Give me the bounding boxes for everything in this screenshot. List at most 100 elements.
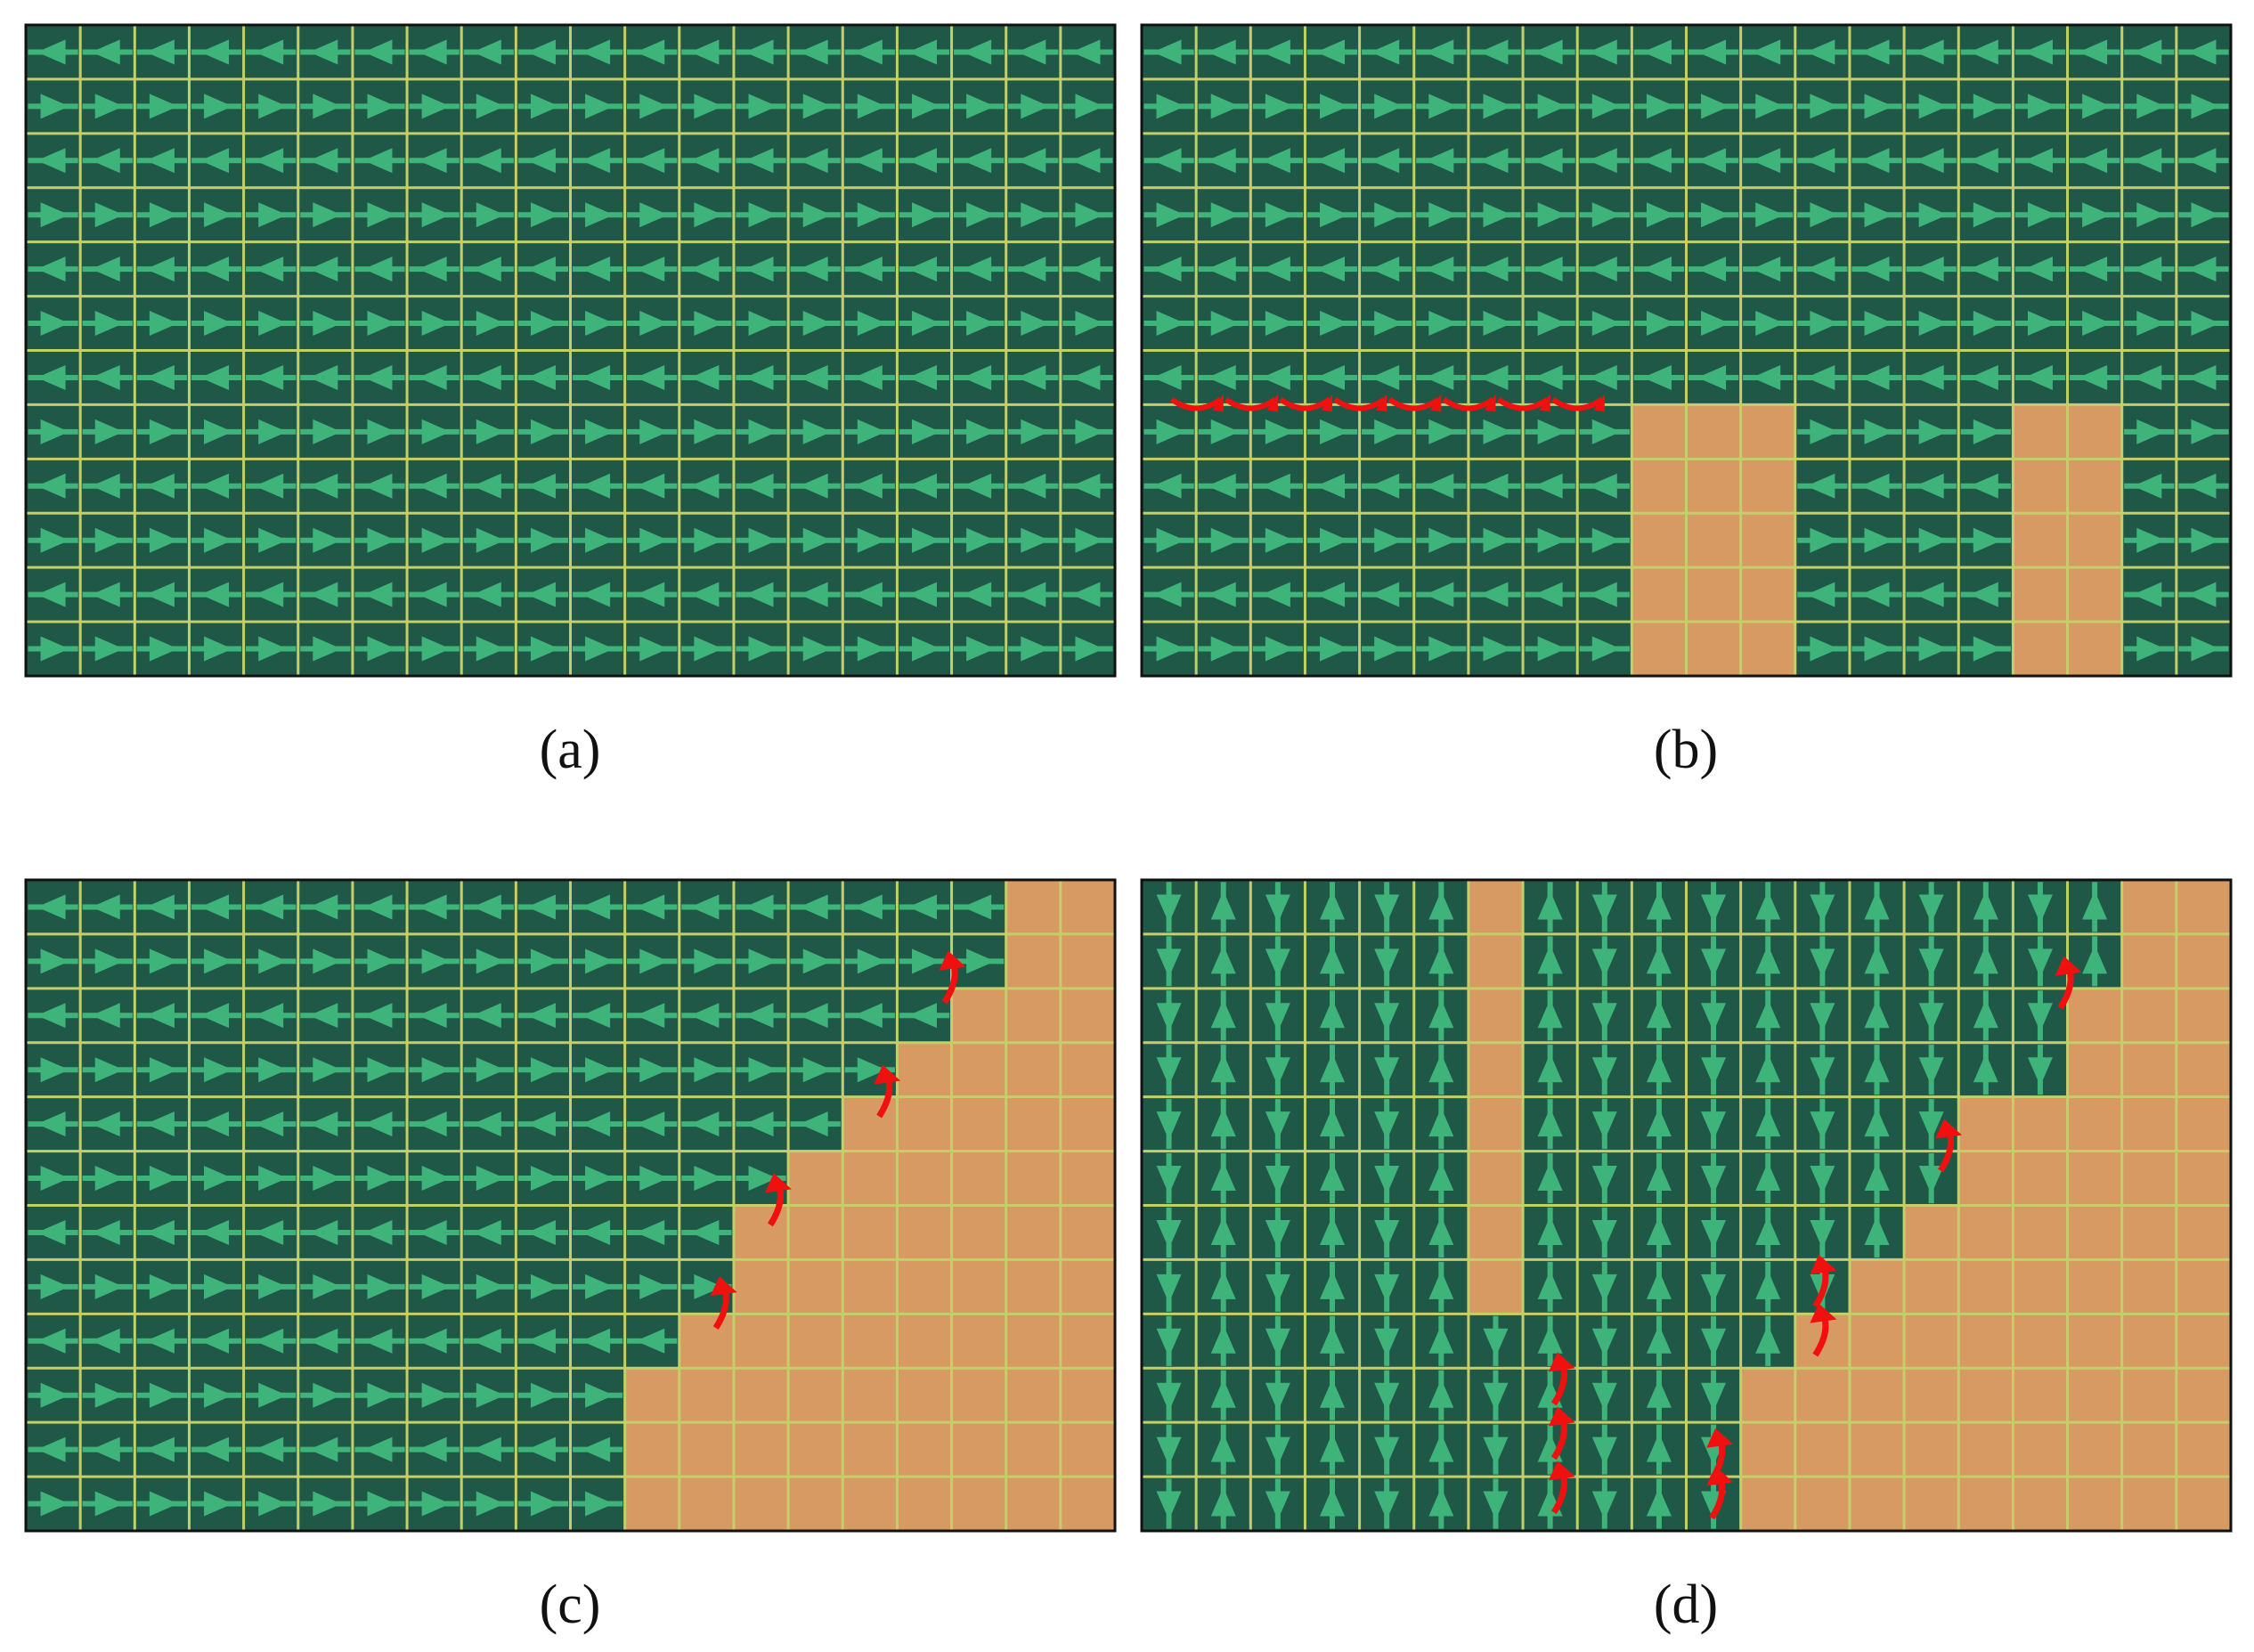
path-arrow: [1210, 1433, 1236, 1462]
path-arrow: [636, 1219, 665, 1245]
path-arrow: [1320, 1054, 1346, 1083]
path-arrow: [1483, 202, 1512, 228]
path-arrow: [1320, 1107, 1346, 1137]
path-arrow: [745, 1111, 774, 1137]
path-arrow: [1537, 1324, 1563, 1354]
path-arrow: [1483, 527, 1512, 553]
path-arrow: [1210, 945, 1236, 974]
replan-arrow-head: [1548, 1406, 1575, 1427]
path-arrow: [199, 1111, 230, 1137]
path-arrow: [639, 1166, 669, 1192]
path-arrow: [1210, 419, 1240, 444]
panel-label: (d): [1654, 1575, 1718, 1635]
path-arrow: [1701, 1328, 1727, 1357]
panel: [24, 23, 1117, 678]
path-arrow: [907, 1003, 937, 1029]
path-arrow: [1479, 364, 1509, 390]
path-arrow: [530, 948, 560, 974]
obstacle: [1958, 1314, 2014, 1369]
path-arrow: [1210, 94, 1240, 119]
path-arrow: [1320, 527, 1349, 553]
obstacle: [1958, 1259, 2014, 1314]
path-arrow: [418, 1111, 447, 1137]
path-arrow: [1591, 894, 1617, 924]
path-arrow: [1646, 202, 1676, 228]
path-arrow: [530, 1491, 560, 1517]
path-arrow: [1428, 1107, 1454, 1137]
path-arrow: [1483, 94, 1512, 119]
path-arrow: [1701, 1003, 1727, 1032]
path-arrow: [37, 1436, 66, 1462]
path-arrow: [37, 1111, 66, 1137]
obstacle: [2176, 1151, 2232, 1206]
path-arrow: [1210, 527, 1240, 553]
path-arrow: [1860, 473, 1890, 499]
path-arrow: [1210, 1487, 1236, 1517]
path-arrow: [149, 311, 179, 337]
path-arrow: [1591, 419, 1621, 444]
replan-arrow-head: [764, 1173, 792, 1193]
path-arrow: [639, 419, 669, 444]
obstacle: [1005, 1151, 1062, 1206]
path-arrow: [91, 1219, 120, 1245]
path-arrow: [694, 419, 723, 444]
path-arrow: [367, 1274, 396, 1299]
path-arrow: [1374, 1436, 1400, 1466]
path-arrow: [1810, 202, 1839, 228]
path-arrow: [966, 94, 996, 119]
path-arrow: [2082, 94, 2112, 119]
path-arrow: [1701, 1274, 1727, 1304]
path-arrow: [1021, 527, 1050, 553]
path-arrow: [91, 148, 120, 174]
obstacle: [679, 1368, 735, 1423]
path-arrow: [1265, 1219, 1290, 1249]
path-arrow: [37, 148, 66, 174]
path-arrow: [254, 582, 284, 607]
path-arrow: [1428, 891, 1454, 920]
path-arrow: [694, 311, 723, 337]
path-arrow: [526, 1111, 556, 1137]
path-arrow: [1646, 1270, 1672, 1299]
path-arrow: [1537, 999, 1563, 1029]
path-arrow: [476, 948, 505, 974]
replan-arrow-head: [1706, 1466, 1734, 1486]
path-arrow: [1537, 1054, 1563, 1083]
path-arrow: [199, 473, 230, 499]
path-arrow: [585, 1166, 614, 1192]
path-arrow: [2078, 364, 2108, 390]
path-arrow: [145, 256, 175, 282]
path-arrow: [37, 364, 66, 390]
path-arrow: [40, 636, 69, 662]
obstacle: [1005, 1205, 1062, 1260]
obstacle: [1468, 880, 1524, 935]
path-arrow: [1315, 473, 1346, 499]
path-arrow: [1428, 1379, 1454, 1408]
path-arrow: [907, 39, 937, 65]
path-arrow: [694, 202, 723, 228]
path-arrow: [149, 1166, 179, 1192]
obstacle: [2013, 1259, 2069, 1314]
path-arrow: [1918, 948, 1944, 978]
path-arrow: [418, 1328, 447, 1354]
path-arrow: [1701, 1057, 1727, 1086]
path-arrow: [94, 419, 124, 444]
path-arrow: [2023, 364, 2053, 390]
obstacle: [2067, 1096, 2123, 1152]
path-arrow: [1265, 894, 1290, 924]
path-arrow: [636, 582, 665, 607]
obstacle: [1060, 1314, 1116, 1369]
path-arrow: [1701, 94, 1730, 119]
obstacle: [733, 1205, 789, 1260]
path-arrow: [799, 39, 828, 65]
obstacle: [897, 1205, 953, 1260]
path-arrow: [476, 1166, 505, 1192]
path-arrow: [309, 364, 338, 390]
path-arrow: [2078, 39, 2108, 65]
path-arrow: [1265, 202, 1295, 228]
path-arrow: [585, 1274, 614, 1299]
path-arrow: [907, 256, 937, 282]
path-arrow: [313, 94, 342, 119]
obstacle: [1060, 1096, 1116, 1152]
path-arrow: [1320, 891, 1346, 920]
path-arrow: [1374, 1382, 1400, 1412]
